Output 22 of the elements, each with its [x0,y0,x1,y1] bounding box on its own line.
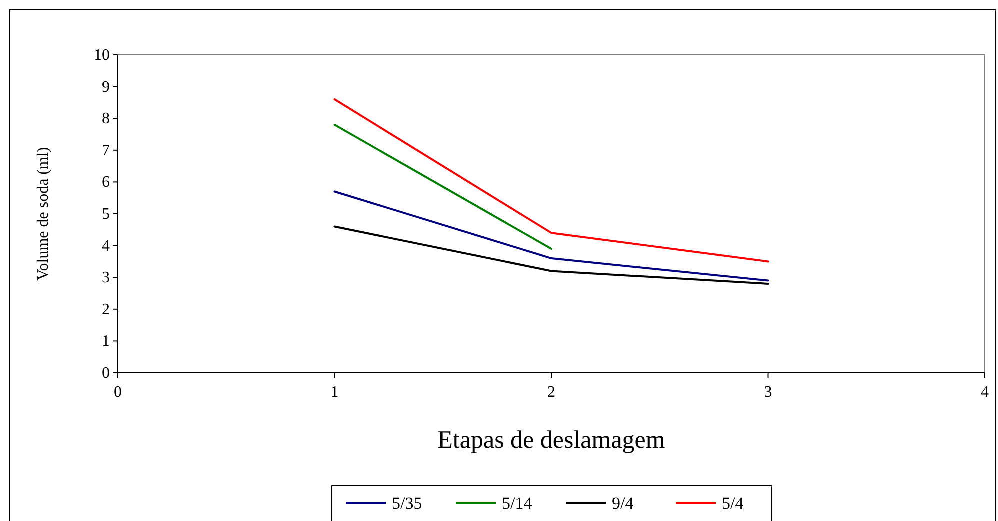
legend-label: 5/35 [392,494,422,513]
x-tick-label: 4 [981,384,989,401]
y-tick-label: 3 [102,270,110,287]
x-tick-label: 3 [764,384,772,401]
legend-label: 9/4 [612,494,634,513]
x-tick-label: 1 [330,384,339,401]
x-tick-label: 2 [548,384,556,401]
y-tick-label: 9 [102,78,110,96]
legend-label: 5/4 [722,494,744,513]
y-tick-label: 0 [102,365,110,382]
y-tick-label: 10 [94,47,110,64]
y-tick-label: 2 [102,301,110,318]
y-tick-label: 5 [102,206,110,223]
y-tick-label: 4 [102,238,110,255]
x-axis-title: Etapas de deslamagem [438,427,666,454]
y-tick-label: 1 [102,333,110,350]
y-tick-label: 7 [102,142,110,160]
y-tick-label: 6 [102,174,110,192]
x-tick-label: 0 [114,384,122,401]
y-tick-label: 8 [102,110,110,128]
legend-label: 5/14 [502,494,533,513]
y-axis-title: Volume de soda (ml) [35,147,52,281]
